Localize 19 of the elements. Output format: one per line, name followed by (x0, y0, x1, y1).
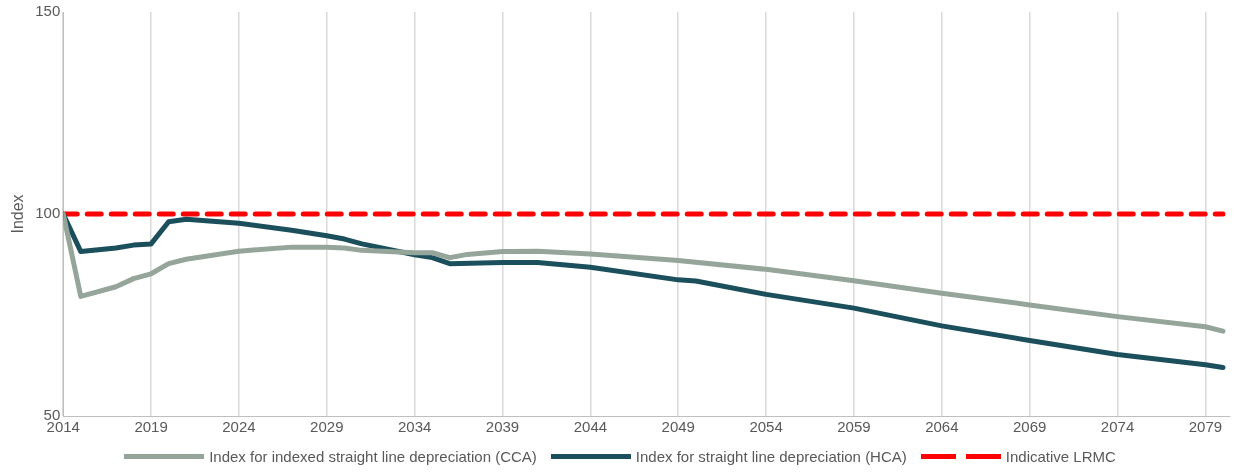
legend-label: Indicative LRMC (1005, 447, 1116, 465)
x-tick-label: 2064 (925, 418, 959, 436)
y-axis-title: Index (9, 194, 27, 234)
x-tick-label: 2054 (749, 418, 783, 436)
y-tick-label: 100 (35, 204, 61, 222)
legend-label: Index for indexed straight line depreciation (CCA) (209, 447, 537, 465)
legend-label: Index for straight line depreciation (HCA) (635, 447, 907, 465)
x-tick-label: 2069 (1012, 418, 1047, 436)
x-tick-label: 2019 (134, 418, 168, 436)
x-tick-label: 2029 (310, 418, 344, 436)
x-tick-label: 2059 (837, 418, 871, 436)
x-tick-label: 2049 (661, 418, 695, 436)
x-tick-label: 2034 (397, 418, 432, 436)
x-tick-label: 2079 (1188, 418, 1223, 436)
x-tick-label: 2074 (1100, 418, 1135, 436)
x-tick-label: 2024 (222, 418, 256, 436)
x-tick-label: 2044 (573, 418, 608, 436)
x-tick-label: 2039 (485, 418, 520, 436)
y-tick-label: 150 (35, 2, 61, 20)
